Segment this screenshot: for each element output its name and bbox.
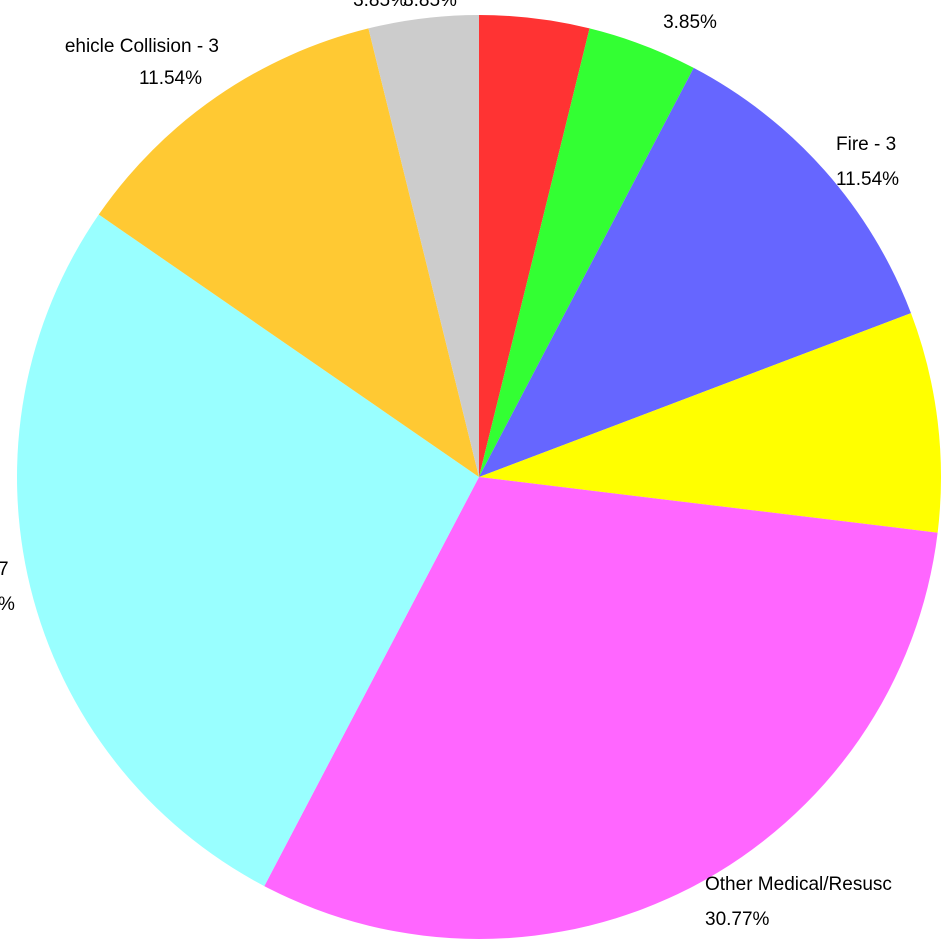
- slice-label: 7: [0, 559, 9, 580]
- pie-slice: [264, 477, 938, 939]
- pie-slice: [16, 214, 479, 887]
- pie-slice: [98, 28, 479, 478]
- pie-slice: [479, 15, 590, 477]
- slice-percent-label: 3.85%: [663, 12, 717, 33]
- pie-slice: [368, 15, 479, 477]
- slice-percent-label: 11.54%: [139, 68, 202, 89]
- slice-percent-label: 3.85%: [403, 0, 457, 11]
- pie-slice: [479, 313, 941, 533]
- pie-labels: 3.85%3.85%Fire - 311.54%Other Medical/Re…: [0, 0, 899, 930]
- slice-label: Other Medical/Resusc: [705, 874, 892, 895]
- pie-slice: [479, 67, 911, 478]
- pie-slice: [479, 28, 694, 478]
- slice-percent-label: 30.77%: [705, 909, 770, 930]
- slice-percent-label: 11.54%: [836, 169, 899, 190]
- slice-percent-label: 3.85%: [353, 0, 407, 11]
- pie-slices: [16, 15, 941, 939]
- slice-percent-label: %: [0, 594, 15, 615]
- slice-label: Fire - 3: [836, 134, 896, 155]
- slice-label: ehicle Collision - 3: [65, 36, 219, 57]
